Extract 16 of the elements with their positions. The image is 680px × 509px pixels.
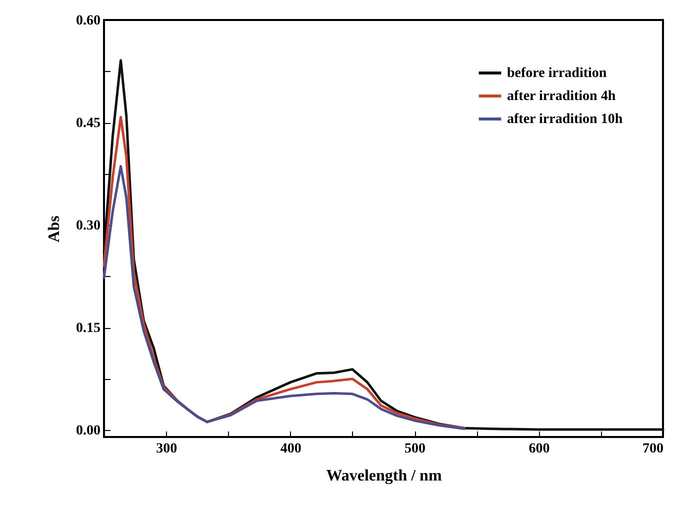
y-tick-label: 0.45 — [76, 116, 100, 132]
x-tick-label: 700 — [642, 442, 664, 456]
y-tick-label: 0.30 — [76, 218, 100, 234]
y-tick-label: 0.15 — [76, 321, 100, 336]
line-series — [102, 165, 466, 430]
y-axis-title: Abs — [46, 216, 63, 242]
legend-label: after irradition 4h — [507, 89, 616, 104]
x-tick-label: 400 — [280, 442, 302, 456]
legend-label: before irradition — [507, 66, 607, 81]
x-tick-label: 500 — [404, 442, 426, 456]
x-tick-label: 300 — [156, 442, 178, 456]
legend-label: after irradition 10h — [507, 112, 623, 127]
y-tick-label: 0.00 — [76, 424, 100, 439]
y-tick-label: 0.60 — [76, 14, 100, 28]
x-tick-label: 600 — [528, 442, 550, 456]
x-axis-title: Wavelength / nm — [326, 468, 442, 484]
